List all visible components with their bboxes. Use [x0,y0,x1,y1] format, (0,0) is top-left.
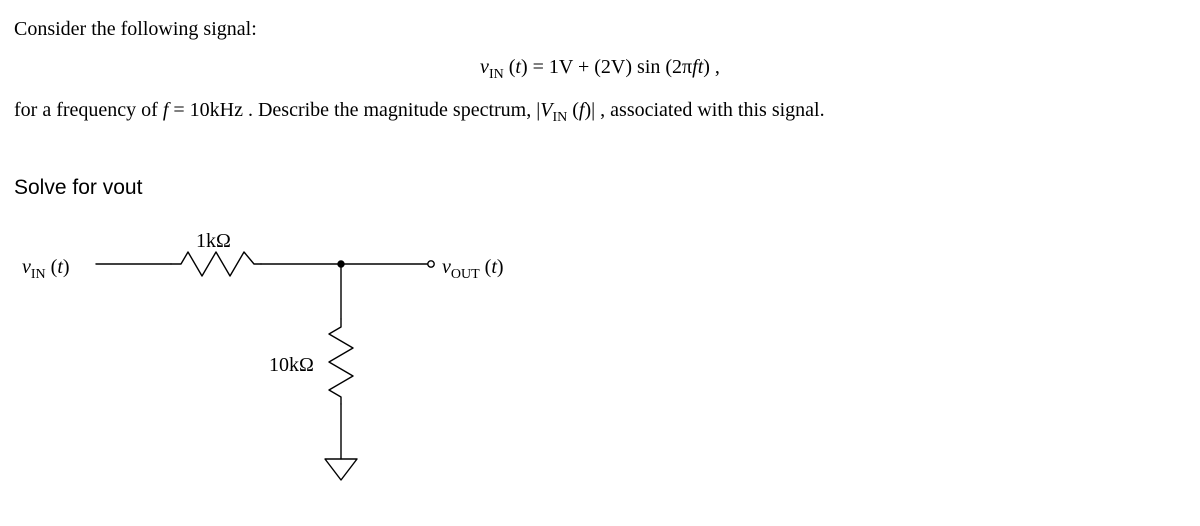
eq-close: ) , [703,56,720,78]
vout-v: v [442,256,451,278]
eq-ft: ft [692,56,703,78]
r1-label: 1kΩ [196,226,231,256]
mag-lpar: ( [572,99,579,121]
mag-close: | [591,99,595,121]
equation-vin: vIN (t) = 1V + (2V) sin (2πft) , [14,52,1186,85]
eq-rhs: = 1V + (2V) sin (2π [533,56,693,78]
vin-t: t [57,256,63,278]
para2-f: f [163,99,169,121]
vin-v: v [22,256,31,278]
para2-a: for a frequency of [14,99,163,121]
para2-c: , associated with this signal. [600,99,824,121]
vout-t: t [491,256,497,278]
eq-v: v [480,56,489,78]
vout-terminal [428,260,434,266]
para2: for a frequency of f = 10kHz . Describe … [14,95,1186,128]
intro-span: Consider the following signal: [14,18,257,40]
vin-sub: IN [31,267,46,282]
eq-sub: IN [489,67,504,82]
eq-rparen: ) [521,56,528,78]
solve-heading: Solve for vout [14,172,1186,204]
vout-sub: OUT [451,267,480,282]
mag-V: V [540,99,552,121]
vout-label: vOUT (t) [442,252,504,285]
node-dot [338,260,344,266]
mag-sub: IN [552,110,567,125]
vin-label: vIN (t) [22,252,70,285]
para2-b: . Describe the magnitude spectrum, [248,99,536,121]
para2-feq: = 10kHz [173,99,243,121]
intro-text: Consider the following signal: [14,14,1186,44]
circuit-svg [76,224,596,504]
r2-label: 10kΩ [269,350,314,380]
circuit-diagram: vIN (t) 1kΩ 10kΩ vOUT (t) [76,224,596,504]
